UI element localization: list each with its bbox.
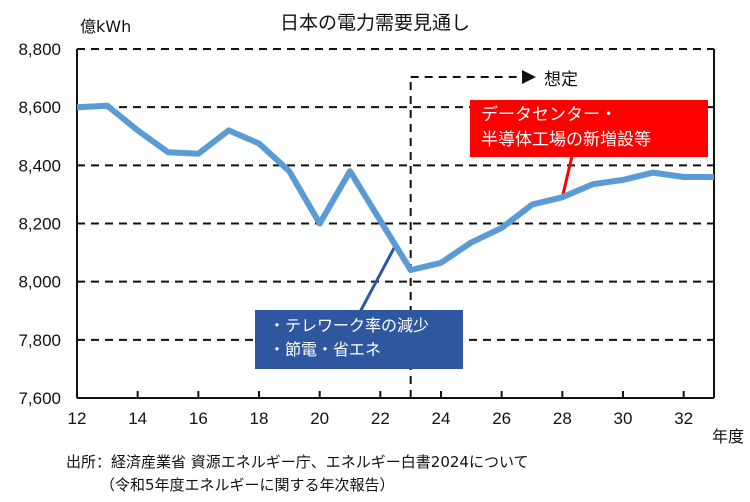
y-tick-label: 8,000 [18,273,61,292]
x-tick-label: 28 [553,409,572,428]
x-tick-labels: 12 14 16 18 20 22 24 26 28 30 32 [68,409,694,428]
y-tick-label: 7,800 [18,331,61,350]
y-tick-label: 8,400 [18,156,61,175]
x-tick-label: 14 [128,409,147,428]
x-tick-label: 12 [68,409,87,428]
y-tick-labels: 7,600 7,800 8,000 8,200 8,400 8,600 8,800 [18,40,61,408]
forecast-label: 想定 [544,70,578,90]
decline-annotation-line: ・節電・省エネ [269,340,382,359]
growth-callout-line [560,155,574,198]
x-tick-label: 16 [189,409,208,428]
y-tick-label: 7,600 [18,389,61,408]
x-tick-label: 26 [492,409,511,428]
x-tick-label: 30 [614,409,633,428]
series-line [76,102,714,273]
y-tick-label: 8,600 [18,98,61,117]
forecast-arrow-head [522,70,536,84]
forecast-marker [409,70,536,398]
growth-annotation: データセンター・ 半導体工場の新増設等 [470,100,708,157]
gridlines [77,48,714,341]
x-tick-label: 32 [674,409,693,428]
axes [76,49,715,399]
chart-title: 日本の電力需要見通し [279,12,470,34]
callout-lines [358,155,574,313]
x-tick-label: 20 [310,409,329,428]
y-axis-unit: 億kWh [80,17,132,36]
decline-callout-line [358,244,397,313]
decline-annotation-line: ・テレワーク率の減少 [269,316,430,335]
series-lines [76,102,715,273]
source-note: 出所：経済産業省 資源エネルギー庁、エネルギー白書2024について [66,453,529,471]
y-tick-label: 8,800 [18,40,61,59]
x-tick-label: 22 [371,409,390,428]
decline-annotation: ・テレワーク率の減少 ・節電・省エネ [255,310,463,369]
growth-annotation-line: データセンター・ [481,105,617,125]
x-axis-unit: 年度 [712,427,745,446]
source-note-sub: （令和5年度エネルギーに関する年次報告） [100,476,395,494]
growth-annotation-line: 半導体工場の新増設等 [481,130,651,150]
x-tick-label: 18 [250,409,269,428]
x-tick-label: 24 [432,409,451,428]
y-tick-label: 8,200 [18,215,61,234]
